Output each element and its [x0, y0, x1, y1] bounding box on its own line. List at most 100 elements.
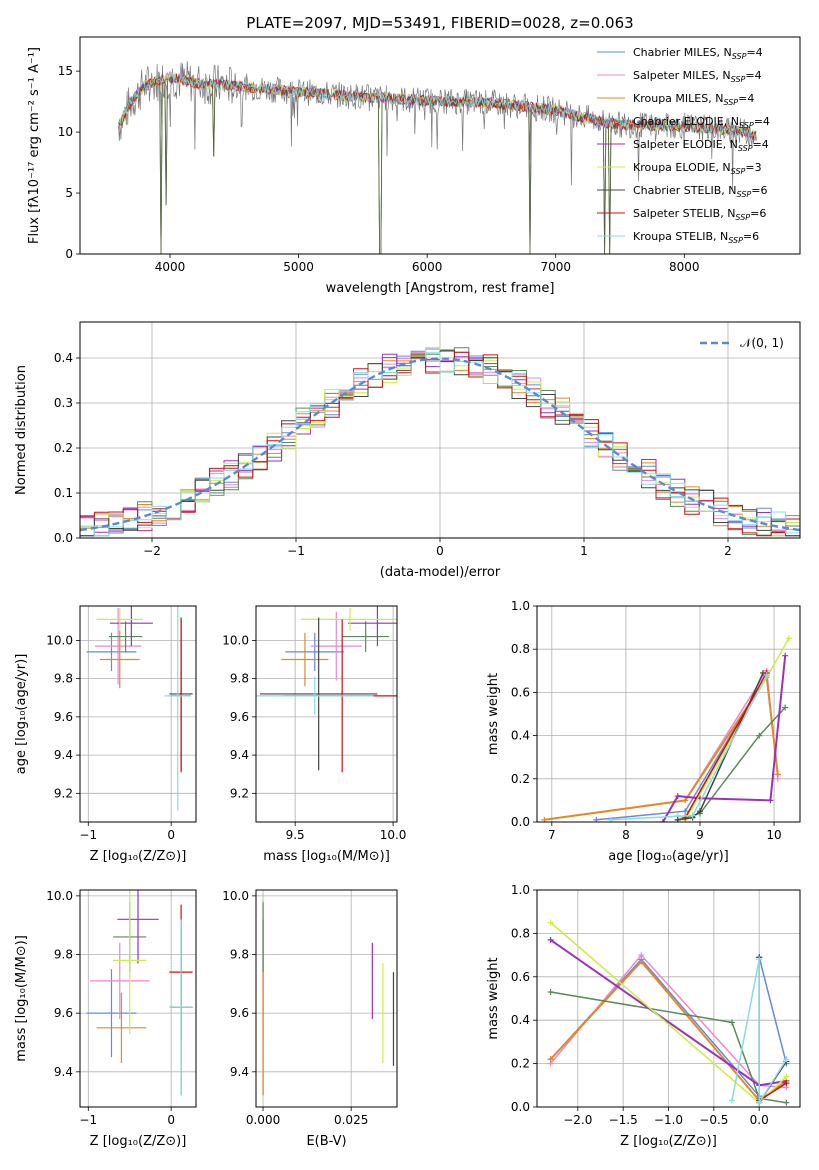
- x-tick-label: −0.5: [699, 1113, 728, 1127]
- mass-vs-ebv-panel: 0.000 0.025 9.4 9.6 9.8 10.0 E(B-V): [222, 889, 398, 1149]
- series-line: [549, 960, 787, 1102]
- y-tick-label: 10.0: [222, 889, 249, 903]
- y-tick-label: 10.0: [46, 633, 73, 647]
- plot-frame: [79, 36, 801, 255]
- x-axis-label: Z [log₁₀(Z/Z⊙)]: [620, 1134, 717, 1149]
- series-point: [767, 797, 774, 804]
- x-tick-label: 0.0: [750, 1113, 769, 1127]
- series-point: [674, 793, 681, 800]
- histogram-series: [80, 352, 800, 537]
- y-tick-label: 1.0: [511, 883, 530, 897]
- y-tick-label: 0.6: [511, 970, 530, 984]
- plot-area: [118, 61, 757, 254]
- y-tick-label: 9.2: [54, 786, 73, 800]
- x-tick-label: 10: [766, 828, 781, 842]
- y-tick-label: 0.2: [54, 441, 73, 455]
- y-tick-label: 9.2: [230, 786, 249, 800]
- x-tick-label: 6000: [412, 260, 443, 274]
- y-tick-label: 10: [58, 125, 73, 139]
- x-axis-label: (data-model)/error: [380, 565, 501, 580]
- legend-entry: 𝒩(0, 1): [740, 336, 784, 350]
- x-tick-label: −1: [79, 828, 97, 842]
- plot-frame: [255, 889, 398, 1108]
- x-axis-label: wavelength [Angstrom, rest frame]: [326, 281, 555, 296]
- x-tick-label: 7000: [540, 260, 571, 274]
- plot-frame: [255, 605, 398, 823]
- legend: Chabrier MILES, NSSP=4 Salpeter MILES, NS…: [597, 46, 770, 245]
- series-point: [682, 808, 689, 815]
- y-tick-label: 9.4: [54, 748, 73, 762]
- y-tick-label: 9.4: [230, 748, 249, 762]
- y-tick-label: 1.0: [511, 599, 530, 613]
- y-axis-label: mass [log₁₀(M/M⊙)]: [14, 935, 29, 1062]
- y-tick-label: 10.0: [46, 889, 73, 903]
- y-tick-label: 9.8: [54, 672, 73, 686]
- y-tick-label: 5: [65, 186, 73, 200]
- series-line: [544, 674, 779, 821]
- x-tick-label: −2: [143, 544, 161, 558]
- y-tick-label: 0: [65, 247, 73, 261]
- series-point: [783, 1056, 790, 1063]
- x-axis-label: E(B-V): [306, 1134, 346, 1149]
- x-tick-label: −2.0: [563, 1113, 592, 1127]
- y-tick-label: 9.4: [230, 1065, 249, 1079]
- x-tick-label: 0.025: [334, 1113, 368, 1127]
- x-tick-label: −1.5: [609, 1113, 638, 1127]
- x-tick-label: −1.0: [654, 1113, 683, 1127]
- y-tick-label: 0.6: [511, 685, 530, 699]
- series-point: [756, 732, 763, 739]
- legend-entry: Chabrier MILES, NSSP=4: [633, 46, 763, 61]
- x-tick-label: 2: [724, 544, 732, 558]
- x-tick-label: 7: [548, 828, 556, 842]
- series-point: [782, 652, 789, 659]
- y-axis-label: age [log₁₀(age/yr)]: [14, 654, 29, 775]
- histogram-series: [80, 352, 800, 537]
- y-tick-label: 9.4: [54, 1065, 73, 1079]
- series-point: [728, 1097, 735, 1104]
- y-tick-label: 0.8: [511, 926, 530, 940]
- series-line: [758, 1082, 787, 1102]
- legend-entry: Chabrier ELODIE, NSSP=4: [633, 115, 770, 130]
- series-point: [785, 635, 792, 642]
- x-axis-label: age [log₁₀(age/yr)]: [608, 849, 729, 864]
- series-point: [547, 1056, 554, 1063]
- x-tick-label: 0: [436, 544, 444, 558]
- y-tick-label: 0.0: [511, 1100, 530, 1114]
- series-point: [547, 988, 554, 995]
- plot-frame: [79, 321, 801, 539]
- series-point: [638, 952, 645, 959]
- model-spectrum-line: [118, 72, 757, 140]
- y-tick-label: 9.8: [230, 672, 249, 686]
- y-tick-label: 0.0: [511, 815, 530, 829]
- y-tick-label: 0.8: [511, 642, 530, 656]
- series-point: [682, 797, 689, 804]
- plot-area: [86, 606, 193, 811]
- plot-area: [256, 606, 397, 773]
- y-tick-label: 0.4: [511, 729, 530, 743]
- y-tick-label: 0.1: [54, 486, 73, 500]
- x-tick-label: −1: [79, 1113, 97, 1127]
- x-tick-label: 9.5: [286, 828, 305, 842]
- series-point: [783, 1099, 790, 1106]
- legend-entry: Kroupa ELODIE, NSSP=3: [633, 161, 762, 176]
- plot-area: [86, 890, 193, 1096]
- y-tick-label: 0.2: [511, 1057, 530, 1071]
- legend-entry: Salpeter ELODIE, NSSP=4: [633, 138, 769, 153]
- y-tick-label: 0.4: [54, 351, 73, 365]
- y-tick-label: 10.0: [222, 633, 249, 647]
- y-axis-label: Flux [fλ10⁻¹⁷ erg cm⁻² s⁻¹ A⁻¹]: [27, 47, 42, 244]
- y-tick-label: 0.2: [511, 772, 530, 786]
- y-tick-label: 0.3: [54, 396, 73, 410]
- y-axis-label: mass weight: [486, 957, 501, 1039]
- y-tick-label: 15: [58, 64, 73, 78]
- normal-reference-curve: [80, 357, 800, 532]
- series-point: [763, 672, 770, 679]
- series-point: [756, 1099, 763, 1106]
- series-point: [547, 919, 554, 926]
- plot-frame: [79, 889, 197, 1108]
- x-axis-label: Z [log₁₀(Z/Z⊙)]: [90, 1134, 187, 1149]
- y-tick-label: 0.4: [511, 1013, 530, 1027]
- series-point: [728, 1019, 735, 1026]
- mass-vs-z-panel: −1 0 9.4 9.6 9.8 10.0 Z [log₁₀(Z/Z⊙)] mass [log…: [14, 889, 197, 1149]
- x-axis-label: mass [log₁₀(M/M⊙)]: [263, 849, 390, 864]
